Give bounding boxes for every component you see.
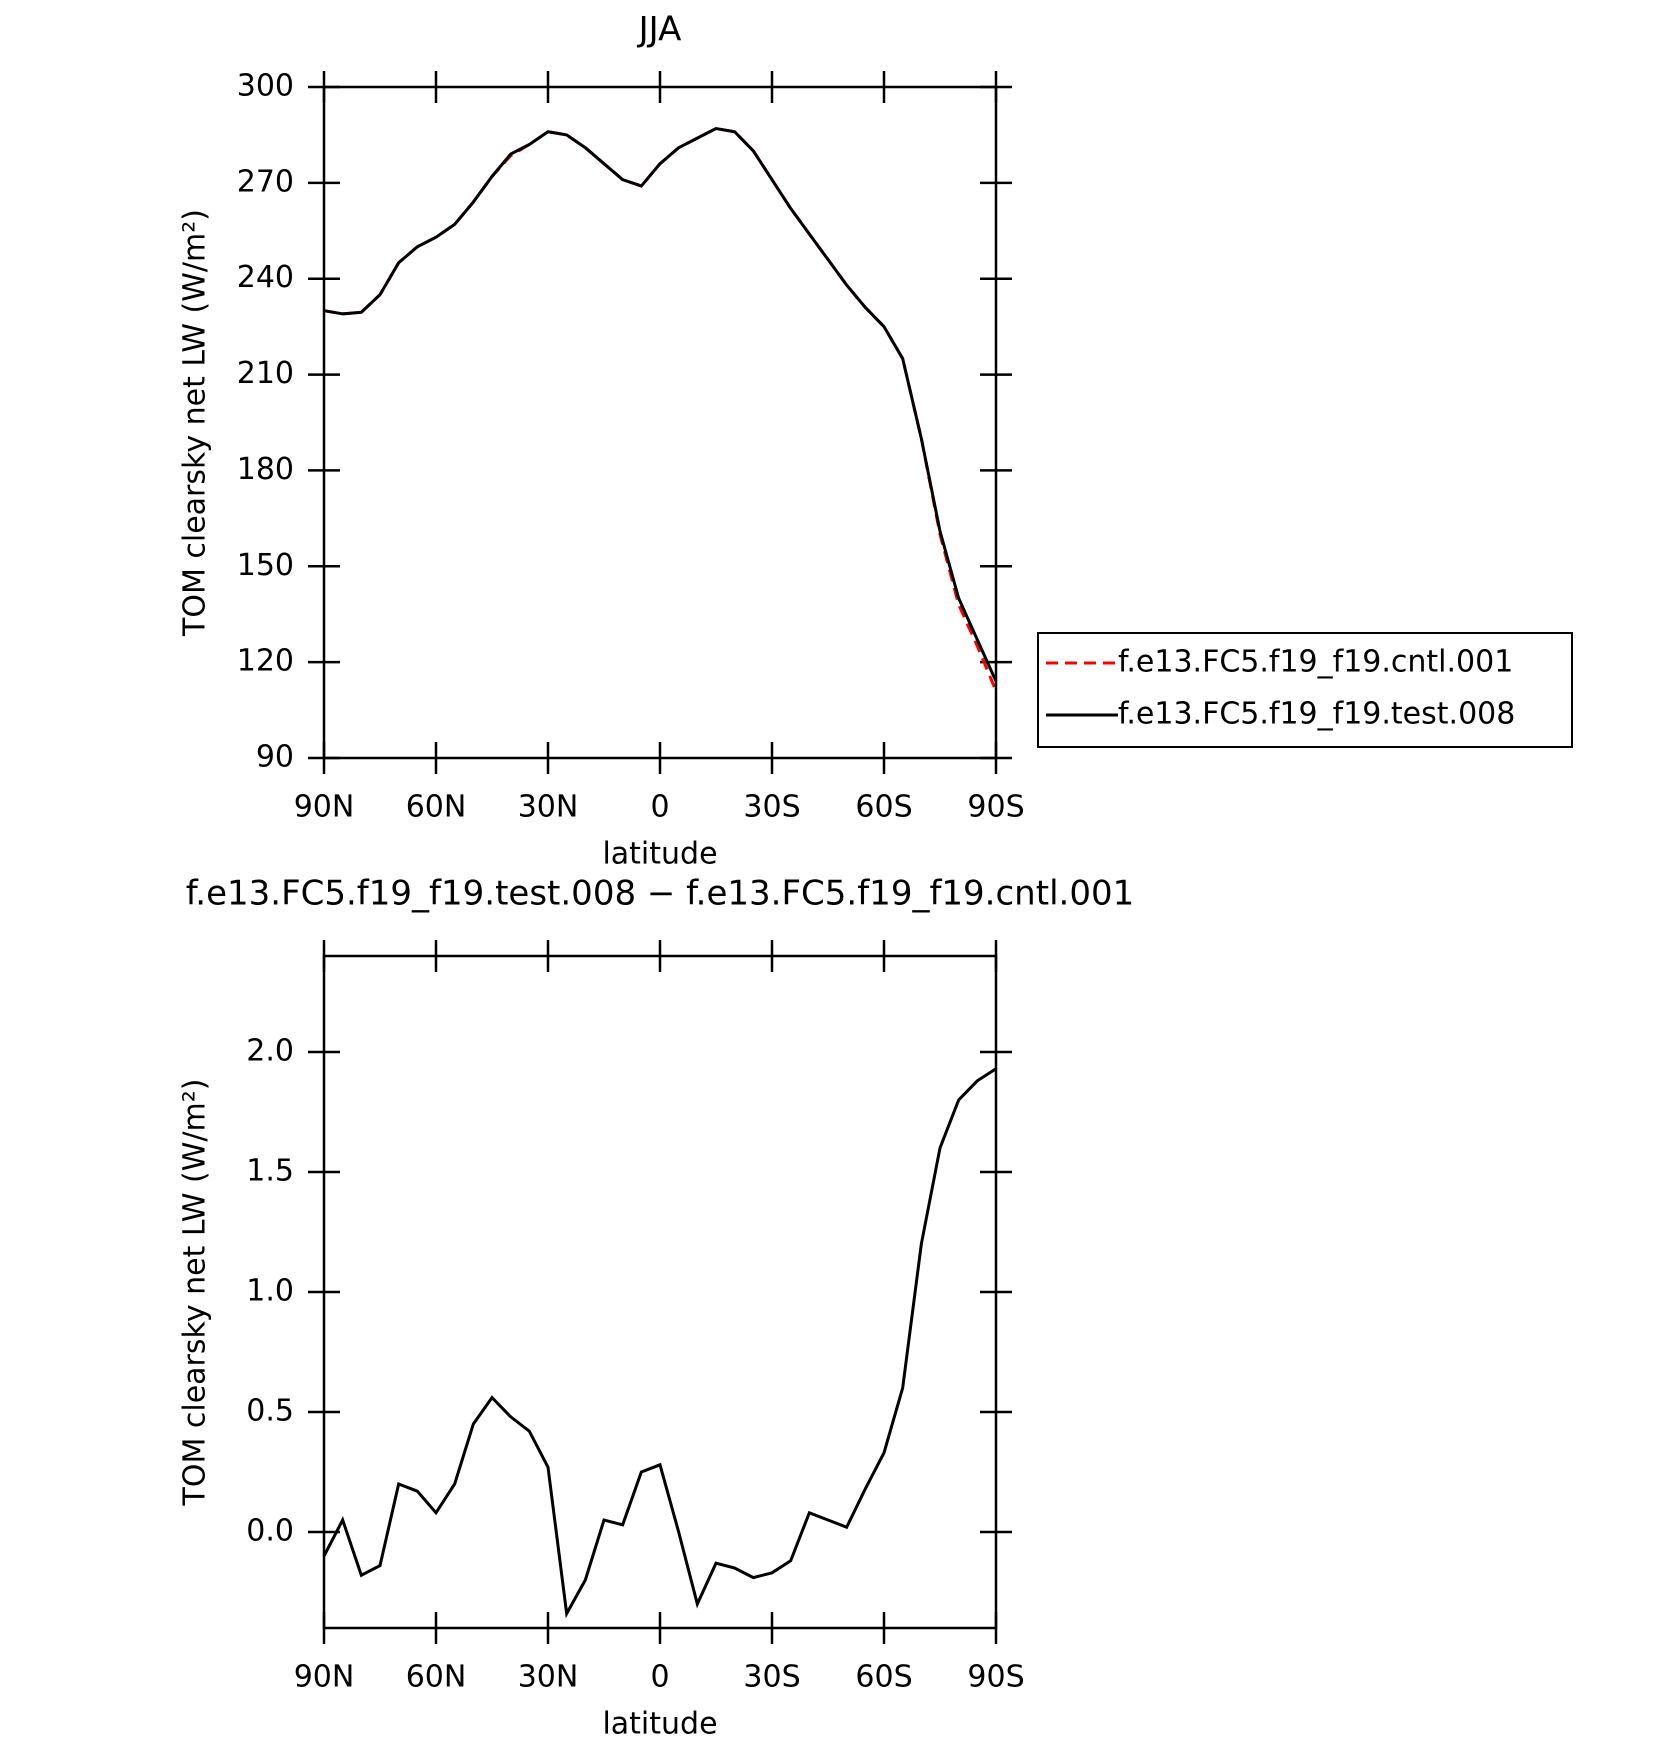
y-tick-label: 240	[237, 260, 294, 295]
y-axis-label: TOM clearsky net LW (W/m²)	[178, 1079, 213, 1507]
y-tick-label: 90	[256, 740, 294, 775]
y-tick-label: 1.5	[246, 1154, 294, 1189]
x-axis-label: latitude	[602, 1707, 717, 1741]
y-tick-label: 300	[237, 69, 294, 104]
x-tick-label: 60S	[855, 1660, 912, 1695]
x-tick-label: 90N	[294, 1660, 355, 1695]
series-line	[322, 1067, 997, 1619]
y-tick-label: 120	[237, 644, 294, 679]
y-tick-label: 180	[237, 452, 294, 487]
x-tick-label: 30N	[518, 1660, 579, 1695]
plot-frame	[322, 85, 998, 760]
series-line	[323, 126, 998, 682]
x-tick-label: 90S	[967, 790, 1024, 825]
x-tick-label: 30S	[743, 1660, 800, 1695]
y-tick-label: 210	[237, 356, 294, 391]
x-tick-label: 30N	[518, 790, 579, 825]
x-tick-label: 60S	[855, 790, 912, 825]
x-tick-label: 90S	[967, 1660, 1024, 1695]
x-tick-label: 0	[650, 1660, 669, 1695]
y-tick-label: 150	[237, 548, 294, 583]
plot-frame	[322, 954, 998, 1630]
x-tick-label: 60N	[406, 790, 467, 825]
x-tick-label: 0	[650, 790, 669, 825]
series-line	[323, 126, 998, 692]
legend-label: f.e13.FC5.f19_f19.test.008	[1118, 697, 1515, 732]
y-tick-label: 270	[237, 164, 294, 199]
y-tick-label: 2.0	[246, 1034, 294, 1069]
y-tick-label: 0.0	[246, 1514, 294, 1549]
y-tick-label: 0.5	[246, 1394, 294, 1429]
chart-title: f.e13.FC5.f19_f19.test.008 − f.e13.FC5.f…	[186, 874, 1134, 914]
x-tick-label: 90N	[294, 790, 355, 825]
legend-label: f.e13.FC5.f19_f19.cntl.001	[1118, 645, 1513, 680]
x-tick-label: 60N	[406, 1660, 467, 1695]
legend-box	[1037, 632, 1573, 748]
y-tick-label: 1.0	[246, 1274, 294, 1309]
chart-title: JJA	[637, 10, 682, 50]
y-axis-label: TOM clearsky net LW (W/m²)	[178, 209, 213, 637]
x-axis-label: latitude	[602, 837, 717, 872]
x-tick-label: 30S	[743, 790, 800, 825]
